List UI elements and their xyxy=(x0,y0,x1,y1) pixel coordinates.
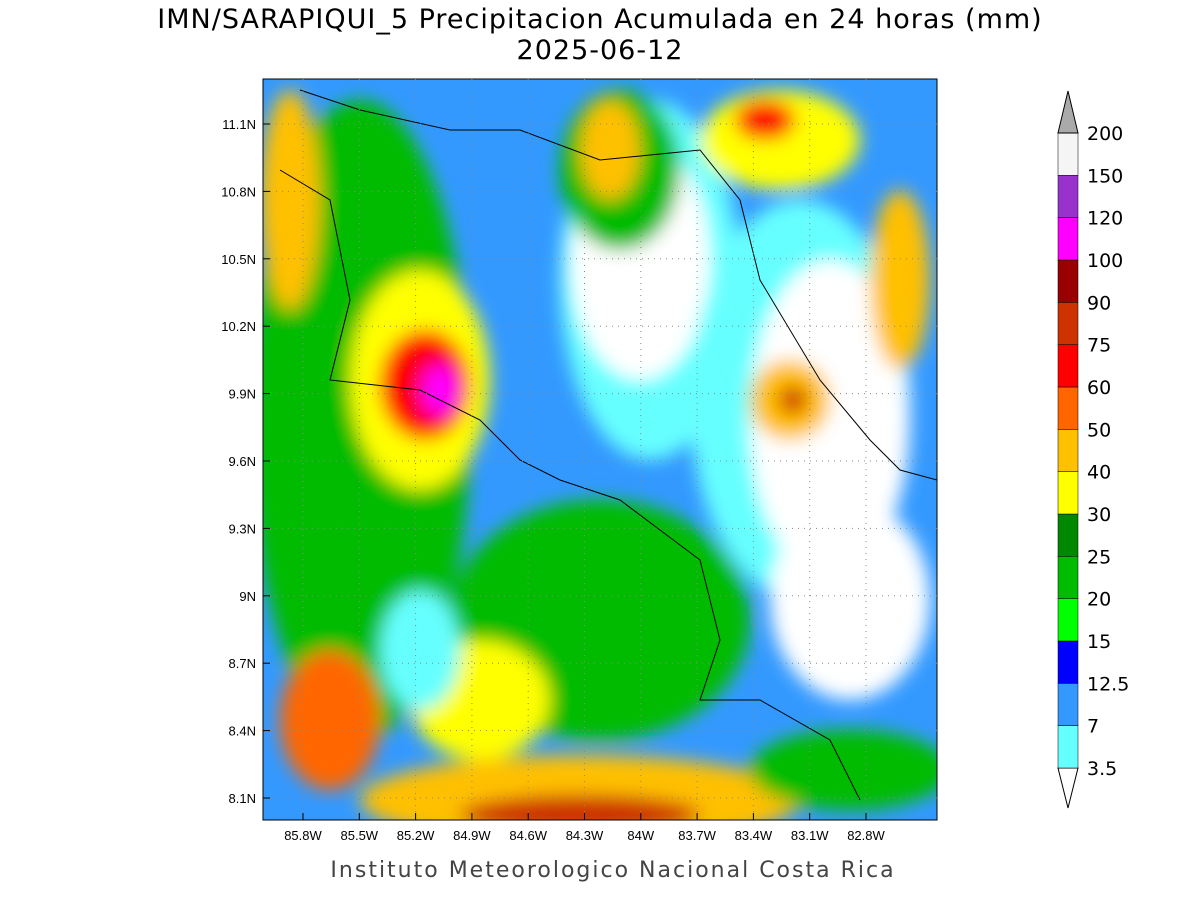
colorbar-segment xyxy=(1057,598,1079,642)
colorbar-segment xyxy=(1057,217,1079,261)
title: IMN/SARAPIQUI_5 Precipitacion Acumulada … xyxy=(157,4,1042,35)
map-frame xyxy=(262,78,938,821)
lat-label: 8.7N xyxy=(229,656,256,671)
lat-label: 10.5N xyxy=(221,252,256,267)
footer: Instituto Meteorologico Nacional Costa R… xyxy=(330,858,895,883)
lat-label: 10.8N xyxy=(221,184,256,199)
lon-label: 84.6W xyxy=(509,828,547,843)
colorbar-segment xyxy=(1057,725,1079,769)
colorbar-label: 120 xyxy=(1087,208,1123,230)
lon-label: 83.4W xyxy=(735,828,773,843)
colorbar-over xyxy=(1057,90,1079,134)
colorbar-label: 60 xyxy=(1087,377,1111,399)
colorbar-segment xyxy=(1057,513,1079,557)
lon-label: 82.8W xyxy=(847,828,885,843)
axes: 11.1N 10.8N 10.5N 10.2N 9.9N 9.6N 9.3N 9N 8.7N 8.… xyxy=(221,79,937,843)
colorbar-label: 50 xyxy=(1087,419,1111,441)
lat-label: 8.4N xyxy=(229,724,256,739)
colorbar-segment xyxy=(1057,302,1079,345)
colorbar-label: 200 xyxy=(1087,123,1123,145)
lon-label: 84.3W xyxy=(566,828,604,843)
colorbar-label: 7 xyxy=(1087,716,1099,738)
lon-label: 83.1W xyxy=(791,828,829,843)
lat-label: 10.2N xyxy=(221,319,256,334)
colorbar-label: 3.5 xyxy=(1087,758,1117,780)
colorbar-label: 150 xyxy=(1087,165,1123,187)
colorbar-label: 25 xyxy=(1087,546,1111,568)
colorbar-segment xyxy=(1057,471,1079,515)
colorbar-segment xyxy=(1057,386,1079,430)
colorbar-label: 15 xyxy=(1087,631,1111,653)
colorbar-label: 12.5 xyxy=(1087,673,1129,695)
colorbar-under xyxy=(1057,767,1079,809)
colorbar-label: 100 xyxy=(1087,250,1123,272)
lat-label: 11.1N xyxy=(222,117,256,132)
lat-label: 9.9N xyxy=(229,387,256,402)
colorbar-segment xyxy=(1057,344,1079,388)
lon-label: 84W xyxy=(627,828,654,843)
colorbar-segment xyxy=(1057,429,1079,472)
lon-label: 85.8W xyxy=(284,828,322,843)
colorbar-segment xyxy=(1057,259,1079,303)
colorbar-segment xyxy=(1057,683,1079,726)
colorbar-segment xyxy=(1057,556,1079,599)
colorbar-segment xyxy=(1057,175,1079,218)
colorbar-label: 30 xyxy=(1087,504,1111,526)
lat-label: 9N xyxy=(239,589,256,604)
colorbar-segment xyxy=(1057,640,1079,684)
subtitle: 2025-06-12 xyxy=(517,35,684,66)
colorbar-label: 20 xyxy=(1087,589,1111,611)
lat-label: 9.3N xyxy=(229,521,256,536)
lat-label: 9.6N xyxy=(229,454,256,469)
colorbar-label: 90 xyxy=(1087,292,1111,314)
colorbar-segment xyxy=(1057,132,1079,176)
lon-label: 84.9W xyxy=(453,828,491,843)
precip-field xyxy=(263,79,937,820)
colorbar: 3.5 7 12.5 15 20 25 30 40 50 60 75 90 100 120 150 200 xyxy=(1057,90,1129,809)
colorbar-label: 40 xyxy=(1087,462,1111,484)
lat-label: 8.1N xyxy=(229,791,256,806)
lon-label: 85.5W xyxy=(341,828,379,843)
lon-label: 85.2W xyxy=(397,828,435,843)
colorbar-label: 75 xyxy=(1087,335,1111,357)
lon-label: 83.7W xyxy=(678,828,716,843)
